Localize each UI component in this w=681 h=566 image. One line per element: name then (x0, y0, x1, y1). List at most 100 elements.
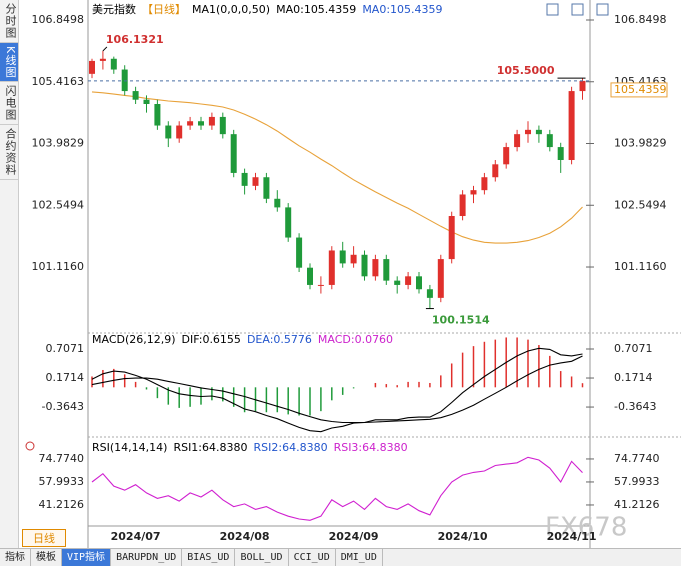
indicator-header: 【日线】 (142, 2, 186, 16)
x-tick-label: 2024/08 (220, 530, 270, 543)
annotation-line (102, 46, 108, 52)
y-tick-label: 74.7740 (614, 452, 660, 465)
candle-body (579, 80, 586, 92)
sidebar-tab[interactable]: 闪电图 (0, 82, 18, 126)
sidebar-tab[interactable]: 合约资料 (0, 125, 18, 181)
x-tick-label: 2024/09 (329, 530, 379, 543)
indicator-header: MA0:105.4359 (276, 3, 356, 16)
candle-body (339, 250, 346, 264)
x-tick-label: 2024/11 (547, 530, 597, 543)
indicator-tab[interactable]: CCI_UD (289, 549, 336, 566)
indicator-tab[interactable]: BOLL_UD (235, 549, 289, 566)
toolbar-icon[interactable] (596, 3, 609, 16)
candle-body (470, 190, 477, 195)
indicator-tab[interactable]: BIAS_UD (182, 549, 236, 566)
candle-body (176, 125, 183, 139)
candle-body (568, 91, 575, 161)
indicator-header: RSI1:64.8380 (173, 441, 247, 454)
candle-body (274, 198, 281, 208)
candle-body (492, 164, 499, 178)
candle-body (481, 177, 488, 191)
indicator-tab[interactable]: 模板 (31, 549, 62, 566)
candle-body (99, 58, 106, 61)
series-line (91, 456, 583, 521)
indicator-header: MA0:105.4359 (362, 3, 442, 16)
candle-body (514, 134, 521, 148)
candle-body (252, 177, 259, 186)
y-tick-label: -0.3643 (42, 400, 84, 413)
sidebar-tab[interactable]: 分时图 (0, 0, 18, 43)
candle-body (187, 121, 194, 126)
candle-body (426, 289, 433, 298)
y-tick-label: 106.8498 (32, 13, 85, 26)
candle-body (219, 116, 226, 135)
y-tick-label: 101.1160 (614, 260, 667, 273)
indicator-header: MACD(26,12,9) (92, 333, 176, 346)
indicator-tab[interactable]: VIP指标 (62, 549, 112, 566)
toolbar-icon[interactable] (571, 3, 584, 16)
last-price-label: 105.4359 (614, 83, 667, 96)
settings-icon[interactable] (25, 441, 35, 451)
y-tick-label: 0.1714 (46, 371, 85, 384)
sidebar: 分时图 K线图 闪电图 合约资料 (0, 0, 19, 548)
y-tick-label: 105.4163 (32, 75, 85, 88)
indicator-header: MA1(0,0,0,50) (192, 3, 270, 16)
indicator-tab[interactable]: DMI_UD (336, 549, 383, 566)
candle-body (328, 250, 335, 285)
candle-body (557, 147, 564, 161)
candle-body (121, 69, 128, 92)
y-tick-label: 41.2126 (614, 498, 660, 511)
y-tick-label: 106.8498 (614, 13, 667, 26)
annotation-label: 105.5000 (497, 64, 555, 77)
y-tick-label: 0.7071 (614, 342, 653, 355)
annotation-label: 106.1321 (106, 33, 164, 46)
indicator-tab[interactable]: 指标 (0, 549, 31, 566)
y-tick-label: 57.9933 (614, 475, 660, 488)
indicator-header: DIF:0.6155 (182, 333, 241, 346)
candle-body (372, 259, 379, 277)
indicator-header: RSI2:64.8380 (254, 441, 328, 454)
watermark: FX678 (545, 513, 627, 543)
candle-body (132, 91, 139, 100)
x-tick-label: 2024/10 (438, 530, 488, 543)
toolbar-icon[interactable] (546, 3, 559, 16)
y-tick-label: 103.9829 (614, 137, 667, 150)
candle-body (89, 60, 95, 74)
indicator-tab[interactable]: BARUPDN_UD (111, 549, 183, 566)
candle-body (525, 129, 531, 135)
series-line (91, 355, 583, 424)
candle-body (317, 284, 324, 286)
y-tick-label: 103.9829 (32, 137, 85, 150)
indicator-header: RSI(14,14,14) (92, 441, 167, 454)
candle-body (110, 58, 117, 70)
sidebar-tab[interactable]: K线图 (0, 43, 18, 83)
candle-body (208, 116, 215, 126)
y-tick-label: 102.5494 (614, 198, 667, 211)
candle-body (263, 177, 270, 199)
indicator-header: DEA:0.5776 (247, 333, 312, 346)
period-button[interactable]: 日线 (22, 529, 66, 547)
y-tick-label: 102.5494 (32, 198, 85, 211)
candle-body (285, 207, 292, 238)
candle-body (198, 121, 204, 126)
indicator-header: RSI3:64.8380 (334, 441, 408, 454)
candle-body (546, 134, 553, 148)
indicator-header: 美元指数 (92, 2, 136, 16)
candle-body (307, 267, 313, 285)
candle-body (535, 129, 542, 135)
y-tick-label: 0.1714 (614, 371, 653, 384)
candle-body (405, 276, 412, 285)
indicator-header: MACD:0.0760 (318, 333, 393, 346)
series-line (91, 91, 583, 244)
candle-body (154, 103, 161, 126)
x-tick-label: 2024/07 (111, 530, 161, 543)
candle-body (230, 134, 237, 173)
candle-body (416, 276, 422, 290)
annotation-label: 100.1514 (432, 314, 490, 327)
candle-body (503, 147, 510, 165)
candle-body (394, 280, 401, 285)
series-line (91, 347, 583, 433)
candle-body (383, 259, 390, 281)
